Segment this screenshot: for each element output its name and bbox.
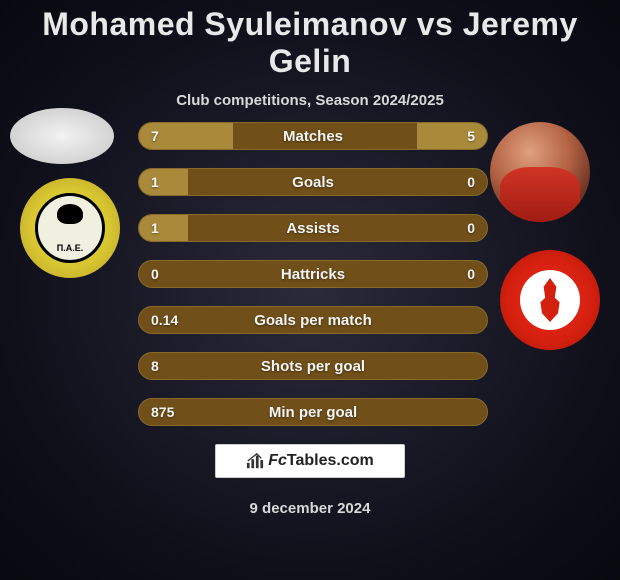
- header: Mohamed Syuleimanov vs Jeremy Gelin Club…: [0, 0, 620, 109]
- stat-value-left: 1: [151, 220, 159, 236]
- stat-fill-left: [139, 169, 188, 195]
- stat-fill-right: [417, 123, 487, 149]
- stat-value-right: 0: [467, 220, 475, 236]
- stat-row: 1 Goals 0: [138, 168, 488, 196]
- stat-value-left: 0.14: [151, 312, 178, 328]
- stat-value-left: 8: [151, 358, 159, 374]
- stat-value-left: 0: [151, 266, 159, 282]
- page-title: Mohamed Syuleimanov vs Jeremy Gelin: [0, 6, 620, 80]
- stat-value-right: 5: [467, 128, 475, 144]
- date-text: 9 december 2024: [0, 500, 620, 517]
- brand-logo-icon: [246, 452, 264, 470]
- stat-value-left: 875: [151, 404, 174, 420]
- player2-club-badge: [500, 250, 600, 350]
- stat-row: 7 Matches 5: [138, 122, 488, 150]
- stat-row: 0.14 Goals per match: [138, 306, 488, 334]
- player1-avatar: [10, 108, 114, 164]
- stat-label: Goals per match: [254, 312, 372, 329]
- stat-label: Min per goal: [269, 404, 357, 421]
- vs-text: vs: [417, 6, 454, 42]
- stat-row: 0 Hattricks 0: [138, 260, 488, 288]
- stat-label: Goals: [292, 174, 334, 191]
- badge-text-bottom: Π.Α.Ε.: [57, 244, 84, 254]
- player1-name: Mohamed Syuleimanov: [42, 6, 407, 42]
- stat-row: 1 Assists 0: [138, 214, 488, 242]
- stat-label: Hattricks: [281, 266, 345, 283]
- player1-club-badge: Π.Α.Ε.: [20, 178, 120, 278]
- stat-label: Matches: [283, 128, 343, 145]
- stat-value-left: 7: [151, 128, 159, 144]
- brand-prefix: Fc: [268, 452, 287, 469]
- brand-box[interactable]: FcTables.com: [215, 444, 405, 478]
- badge-inner: Π.Α.Ε.: [35, 193, 105, 263]
- player2-avatar: [490, 122, 590, 222]
- badge-inner-right: [520, 270, 580, 330]
- stat-row: 8 Shots per goal: [138, 352, 488, 380]
- stat-value-right: 0: [467, 174, 475, 190]
- stat-fill-left: [139, 215, 188, 241]
- stat-value-right: 0: [467, 266, 475, 282]
- brand-text: FcTables.com: [268, 452, 374, 470]
- stat-row: 875 Min per goal: [138, 398, 488, 426]
- brand-suffix: Tables.com: [287, 452, 374, 469]
- subtitle: Club competitions, Season 2024/2025: [0, 92, 620, 109]
- stats-panel: 7 Matches 5 1 Goals 0 1 Assists 0 0 Hattricks 0 0.14…: [138, 122, 488, 444]
- stat-label: Shots per goal: [261, 358, 365, 375]
- stat-label: Assists: [286, 220, 339, 237]
- stat-value-left: 1: [151, 174, 159, 190]
